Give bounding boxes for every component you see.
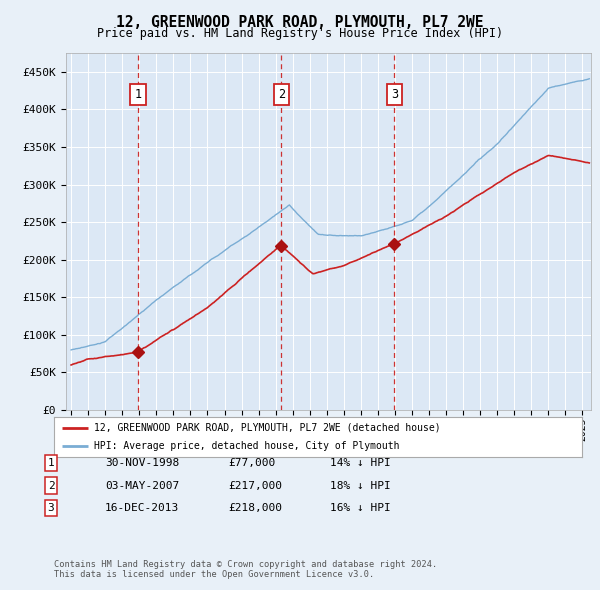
Text: 16% ↓ HPI: 16% ↓ HPI [330,503,391,513]
Text: 3: 3 [47,503,55,513]
Text: HPI: Average price, detached house, City of Plymouth: HPI: Average price, detached house, City… [94,441,399,451]
Text: 2: 2 [47,481,55,490]
Text: 30-NOV-1998: 30-NOV-1998 [105,458,179,468]
Text: £218,000: £218,000 [228,503,282,513]
Text: 1: 1 [134,88,142,101]
Text: 2: 2 [278,88,285,101]
Text: Price paid vs. HM Land Registry's House Price Index (HPI): Price paid vs. HM Land Registry's House … [97,27,503,40]
Text: 3: 3 [391,88,398,101]
Text: Contains HM Land Registry data © Crown copyright and database right 2024.: Contains HM Land Registry data © Crown c… [54,560,437,569]
Text: £77,000: £77,000 [228,458,275,468]
Text: 1: 1 [47,458,55,468]
Text: 12, GREENWOOD PARK ROAD, PLYMOUTH, PL7 2WE (detached house): 12, GREENWOOD PARK ROAD, PLYMOUTH, PL7 2… [94,423,440,433]
Text: 14% ↓ HPI: 14% ↓ HPI [330,458,391,468]
Text: 18% ↓ HPI: 18% ↓ HPI [330,481,391,490]
Text: £217,000: £217,000 [228,481,282,490]
Text: 12, GREENWOOD PARK ROAD, PLYMOUTH, PL7 2WE: 12, GREENWOOD PARK ROAD, PLYMOUTH, PL7 2… [116,15,484,30]
Text: This data is licensed under the Open Government Licence v3.0.: This data is licensed under the Open Gov… [54,571,374,579]
Text: 03-MAY-2007: 03-MAY-2007 [105,481,179,490]
Text: 16-DEC-2013: 16-DEC-2013 [105,503,179,513]
